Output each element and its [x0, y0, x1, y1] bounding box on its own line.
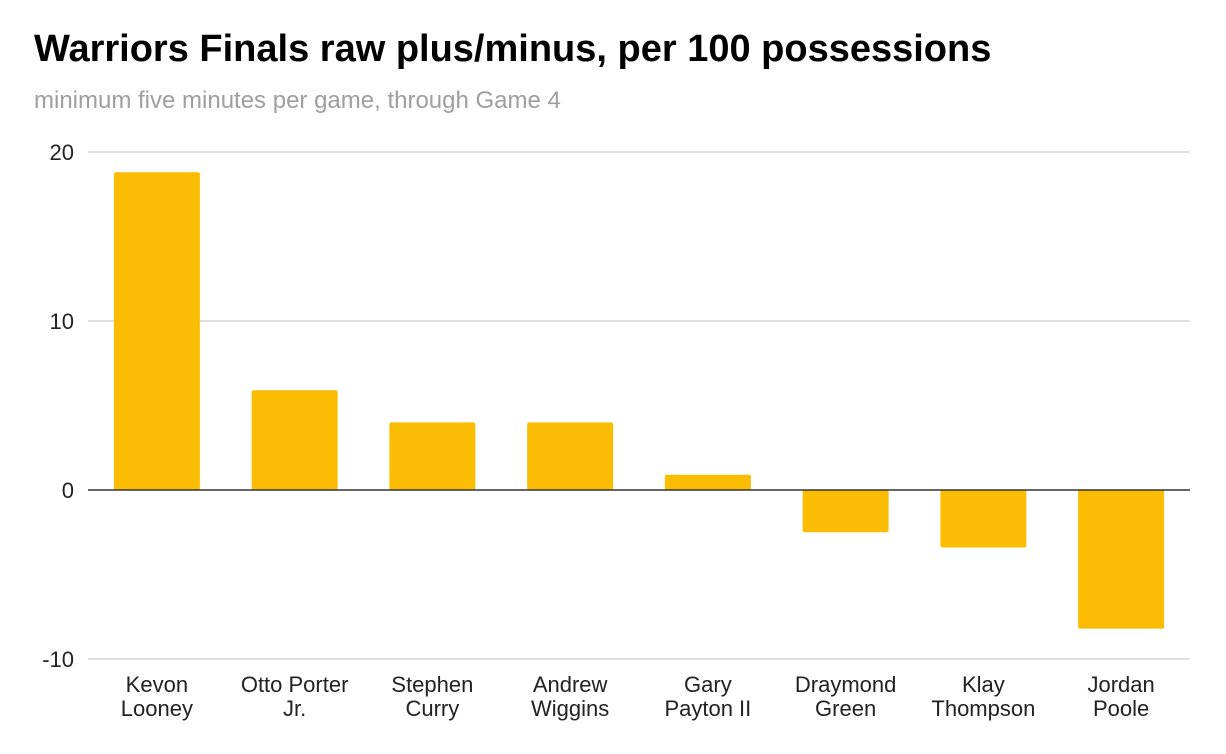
y-tick-label: 10: [50, 309, 74, 334]
bar: [664, 474, 751, 490]
bar: [389, 422, 476, 490]
x-tick-label: Jordan Poole: [1087, 672, 1154, 721]
bar: [527, 422, 614, 490]
bar: [113, 172, 200, 490]
x-tick-label: Otto Porter Jr.: [241, 672, 349, 721]
bar: [1078, 490, 1165, 629]
x-tick-label: Gary Payton II: [664, 672, 751, 721]
bar: [251, 390, 338, 490]
y-tick-label: -10: [42, 647, 74, 672]
y-tick-label: 20: [50, 140, 74, 165]
bar: [802, 490, 889, 533]
x-tick-label: Andrew Wiggins: [531, 672, 609, 721]
x-tick-label: Stephen Curry: [391, 672, 473, 721]
bar: [940, 490, 1027, 548]
y-tick-label: 0: [62, 478, 74, 503]
chart-title: Warriors Finals raw plus/minus, per 100 …: [34, 28, 992, 70]
x-tick-label: Klay Thompson: [931, 672, 1035, 721]
x-tick-label: Draymond Green: [795, 672, 896, 721]
chart-subtitle: minimum five minutes per game, through G…: [34, 87, 561, 114]
x-tick-label: Kevon Looney: [121, 672, 193, 721]
